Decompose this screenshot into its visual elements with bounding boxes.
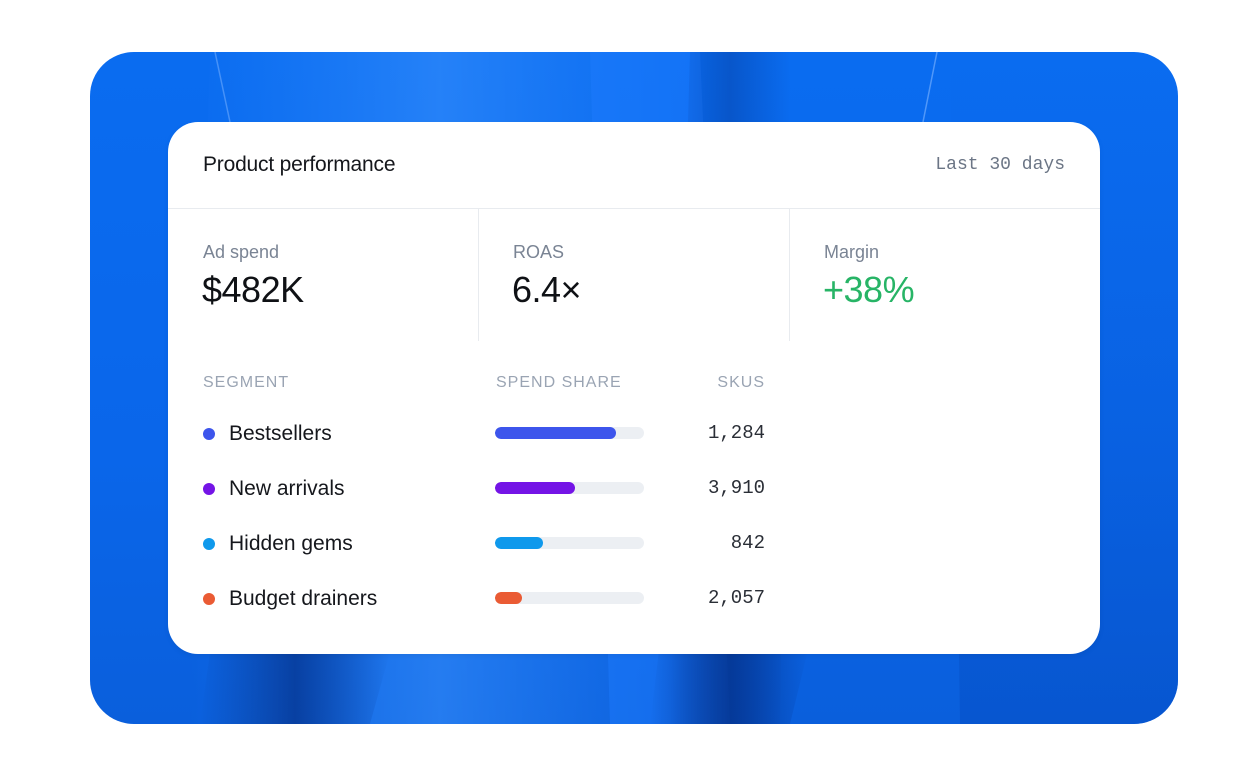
segment-color-dot [203, 538, 215, 550]
segment-color-dot [203, 593, 215, 605]
spend-share-fill [495, 482, 576, 494]
segment-name: Hidden gems [229, 532, 353, 555]
column-header-skus: SKUS [717, 374, 765, 391]
date-range-selector[interactable]: Last 30 days [935, 155, 1065, 175]
sku-count: 2,057 [707, 587, 765, 609]
card-title: Product performance [203, 153, 396, 176]
kpi-row: Ad spend $482K ROAS 6.4× Margin +38% [168, 209, 1100, 341]
kpi-roas: ROAS 6.4× [478, 209, 790, 341]
sku-count: 1,284 [707, 422, 765, 444]
table-row[interactable]: New arrivals 3,910 [168, 467, 1100, 511]
segment-color-dot [203, 428, 215, 440]
kpi-margin: Margin +38% [789, 209, 1100, 341]
kpi-value: $482K [202, 269, 304, 310]
table-row[interactable]: Hidden gems 842 [168, 522, 1100, 566]
hero-background: Product performance Last 30 days Ad spen… [90, 52, 1178, 724]
sku-count: 3,910 [707, 477, 765, 499]
kpi-label: Margin [824, 242, 880, 262]
table-row[interactable]: Bestsellers 1,284 [168, 412, 1100, 456]
kpi-ad-spend: Ad spend $482K [168, 209, 478, 341]
spend-share-bar [495, 427, 644, 439]
kpi-value: 6.4× [512, 269, 582, 310]
spend-share-bar [495, 592, 644, 604]
table-row[interactable]: Budget drainers 2,057 [168, 577, 1100, 621]
segment-name: Budget drainers [229, 587, 378, 610]
spend-share-bar [495, 537, 644, 549]
spend-share-bar [495, 482, 644, 494]
spend-share-fill [495, 537, 543, 549]
column-header-spend-share: SPEND SHARE [496, 374, 622, 391]
segment-name: New arrivals [229, 477, 345, 500]
product-performance-card: Product performance Last 30 days Ad spen… [168, 122, 1100, 654]
spend-share-fill [495, 592, 522, 604]
kpi-label: ROAS [513, 242, 565, 262]
card-header: Product performance Last 30 days [168, 122, 1100, 209]
segment-color-dot [203, 483, 215, 495]
spend-share-fill [495, 427, 616, 439]
sku-count: 842 [730, 532, 765, 554]
kpi-value: +38% [823, 269, 915, 310]
kpi-label: Ad spend [203, 242, 280, 262]
segment-name: Bestsellers [229, 422, 332, 445]
column-header-segment: SEGMENT [203, 374, 290, 391]
